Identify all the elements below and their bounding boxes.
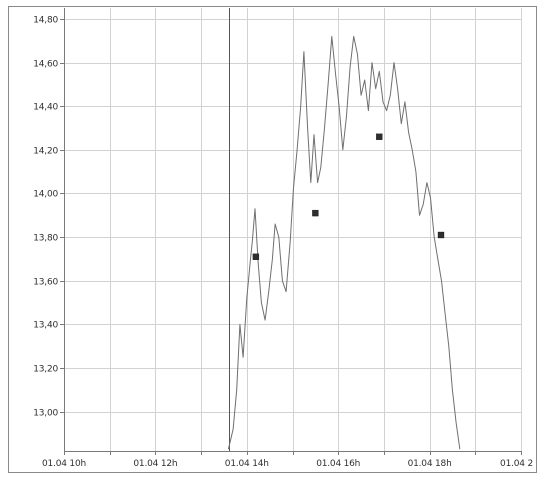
y-tick-label-6: 14,20	[33, 147, 58, 157]
y-tick-label-5: 14,00	[33, 190, 58, 200]
x-tick-label-4: 01.04 18h	[408, 459, 452, 469]
y-tick-label-1: 13,20	[33, 365, 58, 375]
data-point-marker-0	[252, 253, 260, 260]
y-tick-label-0: 13,00	[33, 409, 58, 419]
series-line-0	[228, 35, 461, 450]
data-point-marker-1	[312, 209, 319, 217]
data-point-marker-3	[437, 231, 445, 239]
data-point-marker-2	[376, 133, 383, 140]
y-tick-label-7: 14,40	[33, 103, 58, 113]
x-tick-label-0: 01.04 10h	[42, 459, 86, 469]
y-tick-label-2: 13,40	[33, 321, 58, 331]
y-tick-label-9: 14,80	[33, 16, 58, 26]
plot-area	[64, 8, 521, 451]
data-layer	[228, 8, 461, 451]
chart-frame	[8, 6, 537, 473]
y-tick-label-8: 14,60	[33, 60, 58, 70]
y-tick-label-4: 13,80	[33, 234, 58, 244]
axes-layer: 13,00 13,20 13,40 13,60 13,80 14,00 14,20 14,40…	[8, 6, 537, 473]
x-tick-label-5: 01.04 2	[500, 459, 533, 469]
x-tick-label-3: 01.04 16h	[316, 459, 360, 469]
x-tick-label-1: 01.04 12h	[133, 459, 177, 469]
y-tick-label-3: 13,60	[33, 278, 58, 288]
x-tick-label-2: 01.04 14h	[225, 459, 269, 469]
